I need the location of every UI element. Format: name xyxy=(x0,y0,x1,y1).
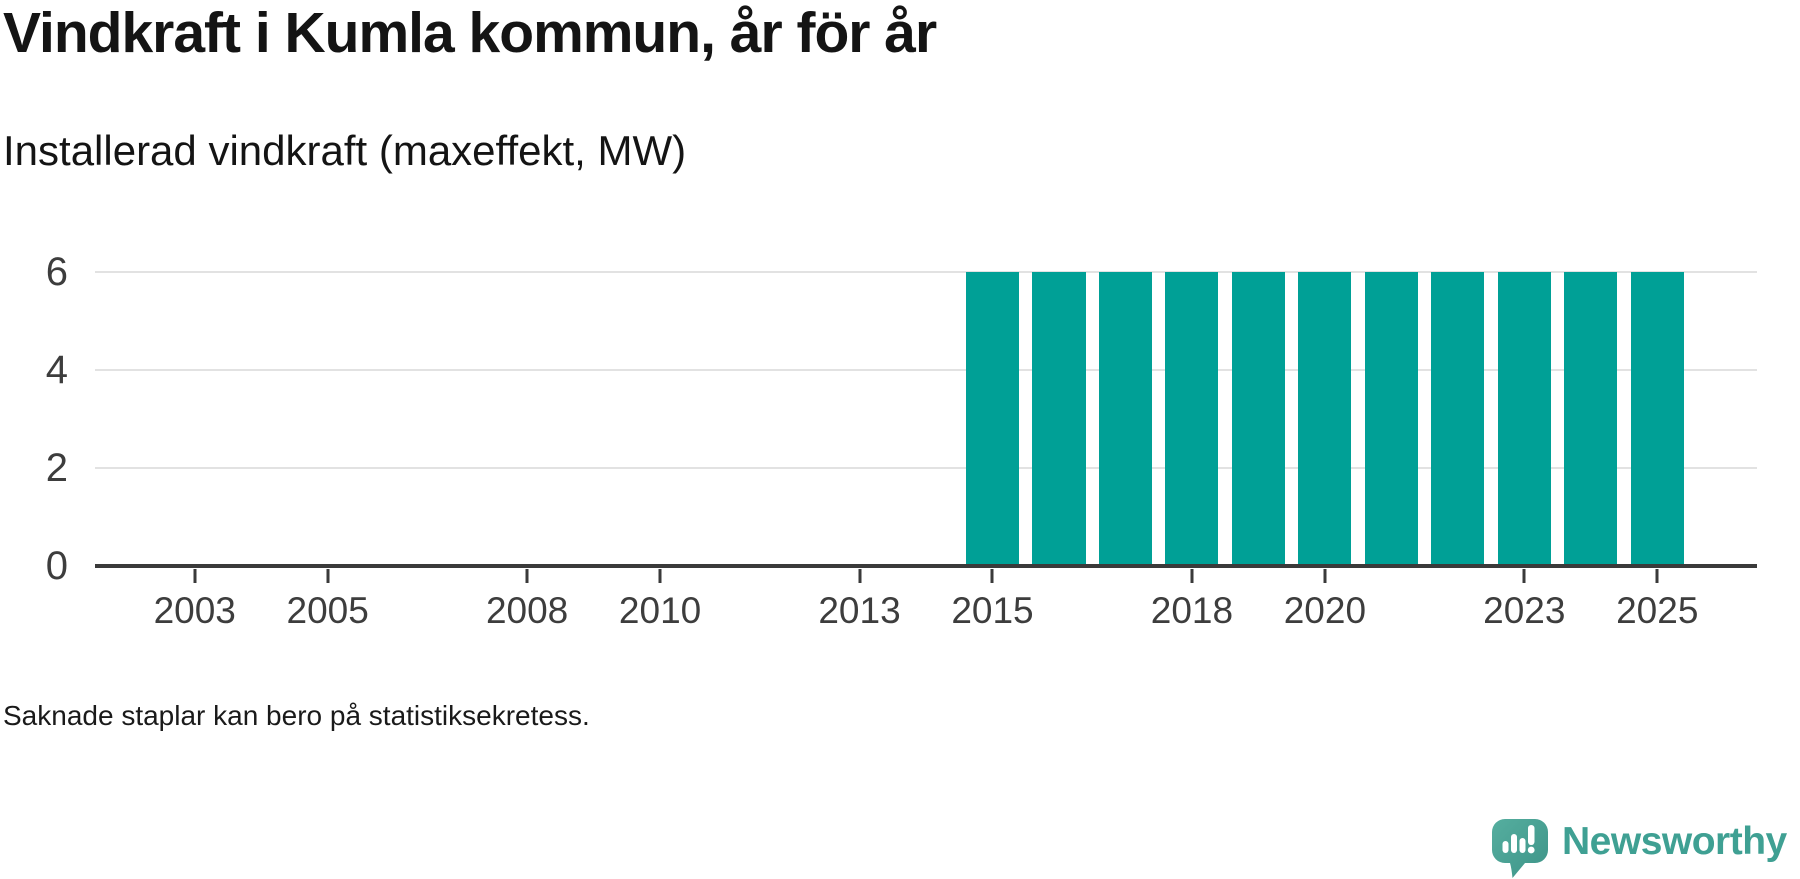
footnote: Saknade staplar kan bero på statistiksek… xyxy=(3,700,590,731)
x-axis-tick-2008 xyxy=(525,569,529,583)
x-axis-line xyxy=(95,564,1757,568)
y-tick-label-6: 6 xyxy=(45,250,68,294)
x-tick-label-2013: 2013 xyxy=(818,590,901,631)
logo-bar-3 xyxy=(1519,838,1526,853)
bar-2025 xyxy=(1630,272,1684,566)
chart-title: Vindkraft i Kumla kommun, år för år xyxy=(3,1,937,65)
x-axis-tick-2018 xyxy=(1190,569,1194,583)
x-tick-label-2020: 2020 xyxy=(1283,590,1367,631)
x-axis-tick-2025 xyxy=(1655,569,1659,583)
bar-2017 xyxy=(1098,272,1153,566)
x-tick-label-2018: 2018 xyxy=(1150,590,1234,631)
logo-exclamation-bar xyxy=(1528,825,1535,845)
plot-area xyxy=(95,271,1757,566)
x-axis: 2003 2005 2008 2010 2013 2015 2018 2020 2023 2025 xyxy=(95,566,1757,641)
gridline-y6 xyxy=(95,271,1757,273)
x-axis-tick-2020 xyxy=(1323,569,1327,583)
brand-logo: Newsworthy xyxy=(1492,819,1787,879)
x-axis-tick-2015 xyxy=(990,569,994,583)
bar-2016 xyxy=(1032,272,1086,566)
logo-exclamation-dot xyxy=(1527,846,1535,854)
bar-2021 xyxy=(1364,272,1418,566)
gridline-y2 xyxy=(95,467,1757,469)
y-tick-label-0: 0 xyxy=(45,544,68,588)
logo-bar-1 xyxy=(1502,841,1509,853)
x-axis-tick-2013 xyxy=(858,569,862,583)
x-axis-tick-2005 xyxy=(326,569,330,583)
bar-2020 xyxy=(1298,272,1352,566)
bar-2022 xyxy=(1431,272,1485,566)
gridline-y4 xyxy=(95,369,1757,371)
x-tick-label-2010: 2010 xyxy=(618,590,702,631)
bar-2018 xyxy=(1165,272,1219,566)
x-tick-label-2023: 2023 xyxy=(1483,590,1566,631)
bar-2019 xyxy=(1231,272,1285,566)
x-tick-label-2015: 2015 xyxy=(951,590,1034,631)
y-tick-label-2: 2 xyxy=(45,446,68,490)
bar-2023 xyxy=(1497,272,1551,566)
x-tick-label-2025: 2025 xyxy=(1616,590,1699,631)
newsworthy-logo-icon xyxy=(1492,819,1548,878)
x-axis-tick-2010 xyxy=(658,569,662,583)
logo-bar-2 xyxy=(1511,834,1517,853)
x-tick-label-2003: 2003 xyxy=(153,590,236,631)
x-axis-tick-2003 xyxy=(193,569,197,583)
y-tick-label-4: 4 xyxy=(45,348,68,392)
x-axis-tick-2023 xyxy=(1522,569,1526,583)
chart-subtitle: Installerad vindkraft (maxeffekt, MW) xyxy=(3,127,687,174)
bar-2015 xyxy=(965,272,1020,566)
x-tick-label-2008: 2008 xyxy=(485,590,569,631)
x-tick-label-2005: 2005 xyxy=(286,590,369,631)
brand-name: Newsworthy xyxy=(1562,820,1787,863)
bar-2024 xyxy=(1564,272,1618,566)
y-axis: 0 2 4 6 xyxy=(0,252,68,586)
